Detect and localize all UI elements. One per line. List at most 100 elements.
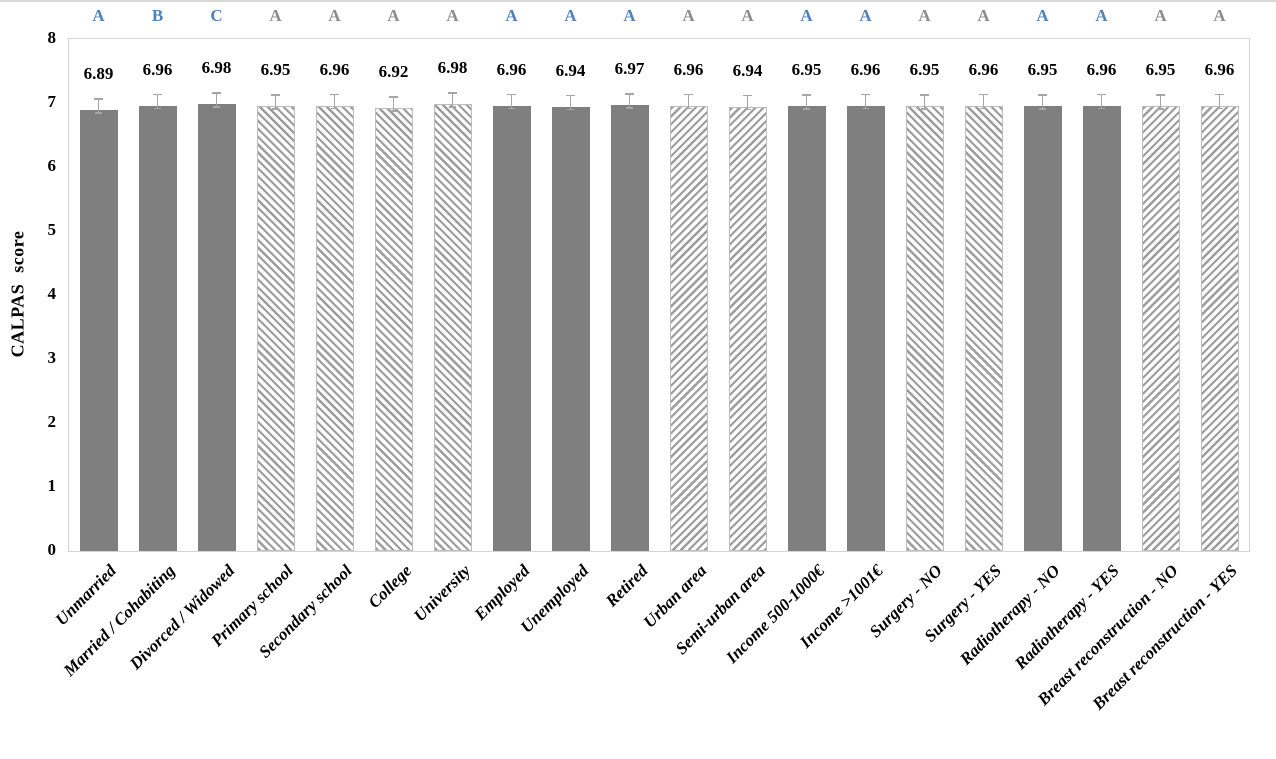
y-tick-label: 7 — [47, 92, 57, 111]
bar — [79, 110, 118, 551]
bar-value-label: 6.96 — [142, 59, 173, 79]
bar-value-label: 6.96 — [319, 59, 350, 79]
error-bar-cap-top — [625, 92, 634, 95]
error-bar-cap-bottom — [508, 107, 515, 110]
y-tick-label: 6 — [47, 156, 57, 175]
y-tick-label: 0 — [47, 540, 57, 559]
significance-letter: B — [151, 6, 164, 25]
error-bar-cap-top — [979, 93, 988, 96]
bar-value-label: 6.95 — [1027, 60, 1058, 80]
error-bar-stem — [982, 94, 985, 109]
error-bar-stem — [510, 94, 513, 109]
error-bar-cap-bottom — [390, 110, 397, 112]
bar-value-label: 6.95 — [909, 60, 940, 80]
error-bar-cap-bottom — [213, 106, 220, 108]
bar-value-label: 6.96 — [968, 59, 999, 79]
error-bar-cap-top — [330, 93, 339, 96]
error-bar-stem — [274, 95, 277, 110]
significance-letter: A — [1154, 6, 1167, 25]
error-bar-cap-top — [94, 98, 103, 100]
error-bar-cap-bottom — [744, 108, 751, 111]
x-axis-label-text: Radiotherapy - YES — [1010, 561, 1123, 674]
bar-value-label: 6.94 — [555, 60, 586, 80]
error-bar-cap-bottom — [1039, 108, 1046, 110]
error-bar-stem — [156, 94, 159, 109]
error-bar-cap-bottom — [803, 108, 810, 110]
error-bar-stem — [215, 93, 218, 108]
y-axis-title: CALPAS score — [7, 230, 28, 358]
error-bar-stem — [569, 95, 572, 110]
error-bar-stem — [1218, 94, 1221, 109]
significance-letter: A — [1036, 6, 1049, 25]
y-tick-label: 1 — [47, 476, 57, 495]
error-bar-cap-top — [389, 96, 398, 98]
error-bar-cap-bottom — [1157, 108, 1164, 110]
error-bar-stem — [864, 94, 867, 109]
bar-value-label: 6.96 — [496, 59, 527, 79]
x-axis-label-text: Married / Cohabiting — [59, 561, 179, 680]
significance-letter: A — [505, 6, 518, 25]
bar — [964, 105, 1003, 551]
significance-letter: A — [977, 6, 990, 25]
error-bar-stem — [805, 95, 808, 110]
y-tick-label: 2 — [47, 412, 57, 431]
bar — [669, 105, 708, 551]
bar — [256, 106, 295, 551]
error-bar-cap-top — [566, 94, 575, 97]
bar-value-label: 6.96 — [850, 59, 881, 79]
x-axis-label-text: Radiotherapy - NO — [956, 561, 1064, 669]
error-bar-cap-bottom — [921, 108, 928, 110]
bar — [1023, 106, 1062, 551]
y-tick-label: 5 — [47, 220, 57, 239]
error-bar-stem — [1159, 95, 1162, 110]
error-bar-cap-bottom — [1098, 107, 1105, 110]
bar-value-label: 6.95 — [791, 60, 822, 80]
bar — [374, 108, 413, 551]
significance-letter: A — [1095, 6, 1108, 25]
bar-value-label: 6.95 — [260, 60, 291, 80]
x-axis-label-text: Retired — [601, 561, 651, 611]
x-axis-label-text: College — [364, 561, 415, 612]
y-tick-label: 3 — [47, 348, 57, 367]
error-bar-stem — [1100, 94, 1103, 109]
error-bar-cap-bottom — [980, 107, 987, 110]
bar-value-label: 6.96 — [1086, 59, 1117, 79]
y-tick-label: 8 — [47, 28, 57, 47]
error-bar-cap-top — [684, 93, 693, 96]
bar — [197, 104, 236, 551]
error-bar-stem — [392, 97, 395, 112]
error-bar-cap-top — [212, 92, 221, 94]
significance-letter: A — [859, 6, 872, 25]
significance-letter: A — [564, 6, 577, 25]
significance-letter: A — [682, 6, 695, 25]
y-tick-label: 4 — [47, 284, 57, 303]
bar-value-label: 6.98 — [201, 58, 232, 78]
bar — [551, 106, 590, 551]
bar — [315, 105, 354, 551]
error-bar-stem — [628, 93, 631, 108]
error-bar-cap-top — [743, 94, 752, 97]
significance-letter: A — [446, 6, 459, 25]
error-bar-cap-top — [1097, 93, 1106, 96]
significance-letter: A — [741, 6, 754, 25]
error-bar-cap-bottom — [1216, 107, 1223, 110]
bar — [905, 106, 944, 551]
bar-value-label: 6.97 — [614, 58, 645, 78]
bar — [846, 105, 885, 551]
bar — [138, 105, 177, 551]
bar — [1082, 105, 1121, 551]
top-divider-line — [0, 0, 1276, 2]
significance-letter: A — [918, 6, 931, 25]
bar-value-label: 6.94 — [732, 60, 763, 80]
bar — [1141, 106, 1180, 551]
error-bar-cap-top — [1156, 94, 1165, 96]
bar — [787, 106, 826, 551]
bar-value-label: 6.95 — [1145, 60, 1176, 80]
error-bar-cap-bottom — [626, 106, 633, 109]
error-bar-stem — [1041, 95, 1044, 110]
error-bar-stem — [746, 95, 749, 110]
bar-value-label: 6.92 — [378, 62, 409, 82]
error-bar-cap-bottom — [685, 107, 692, 110]
error-bar-stem — [333, 94, 336, 109]
